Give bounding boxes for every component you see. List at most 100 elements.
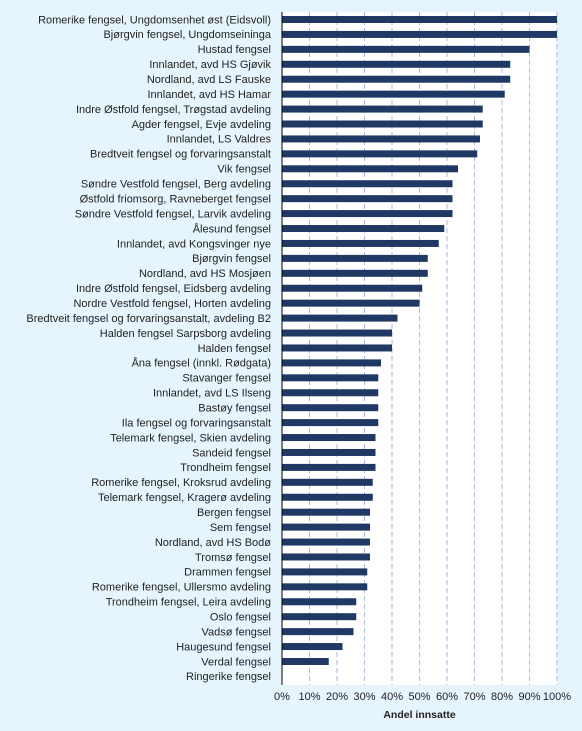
category-label: Nordland, avd LS Fauske <box>147 74 271 86</box>
x-tick-label: 60% <box>436 691 458 703</box>
category-label: Bastøy fengsel <box>198 402 271 414</box>
x-tick-label: 10% <box>298 691 320 703</box>
category-label: Drammen fengsel <box>184 567 271 579</box>
category-label: Hustad fengsel <box>198 44 271 56</box>
bar <box>282 150 478 158</box>
category-label: Romerike fengsel, Ungdomsenhet øst (Eids… <box>38 14 271 26</box>
bar <box>282 434 376 442</box>
category-label: Ila fengsel og forvaringsanstalt <box>122 417 271 429</box>
bar <box>282 613 357 621</box>
category-label: Oslo fengsel <box>210 612 271 624</box>
category-label: Vik fengsel <box>217 164 271 176</box>
bar <box>282 195 453 203</box>
bar <box>282 165 458 173</box>
bar <box>282 314 398 322</box>
category-label: Nordre Vestfold fengsel, Horten avdeling <box>73 298 271 310</box>
category-label: Innlandet, LS Valdres <box>167 134 272 146</box>
category-label: Haugesund fengsel <box>176 641 271 653</box>
bar <box>282 628 354 636</box>
category-label: Agder fengsel, Evje avdeling <box>132 119 271 131</box>
category-label: Innlandet, avd HS Gjøvik <box>149 59 271 71</box>
bar <box>282 374 379 382</box>
category-label: Ålesund fengsel <box>193 222 271 235</box>
bar <box>282 210 453 218</box>
x-tick-label: 50% <box>408 691 430 703</box>
category-label: Bjørgvin fengsel <box>192 253 271 265</box>
category-label: Vadsø fengsel <box>201 626 271 638</box>
bar <box>282 45 530 53</box>
category-label: Telemark fengsel, Kragerø avdeling <box>98 492 271 504</box>
x-tick-label: 90% <box>518 691 540 703</box>
category-label: Sandeid fengsel <box>192 447 271 459</box>
bar <box>282 598 357 606</box>
category-label: Nordland, avd HS Bodø <box>155 537 271 549</box>
bar <box>282 404 379 412</box>
x-tick-label: 80% <box>491 691 513 703</box>
bar <box>282 75 511 83</box>
bar <box>282 419 379 427</box>
bar <box>282 239 439 247</box>
category-label: Romerike fengsel, Kroksrud avdeling <box>91 477 271 489</box>
bar <box>282 344 392 352</box>
bar <box>282 90 505 98</box>
category-label: Indre Østfold fengsel, Trøgstad avdeling <box>76 104 271 116</box>
category-label: Ringerike fengsel <box>186 671 271 683</box>
bar <box>282 16 557 23</box>
bars <box>282 16 557 665</box>
category-label: Bredtveit fengsel og forvaringsanstalt, … <box>26 313 271 325</box>
category-label: Romerike fengsel, Ullersmo avdeling <box>92 582 271 594</box>
bar <box>282 583 368 591</box>
x-tick-label: 100% <box>543 691 571 703</box>
category-label: Stavanger fengsel <box>182 373 271 385</box>
x-tick-labels: 0% 10% 20% 30% 40% 50% 60% 70% 80% 90% 100% <box>274 691 571 703</box>
category-label: Tromsø fengsel <box>195 552 271 564</box>
x-tick-label: 20% <box>326 691 348 703</box>
category-label: Søndre Vestfold fengsel, Berg avdeling <box>81 179 271 191</box>
bar <box>282 60 511 68</box>
bar <box>282 180 453 188</box>
category-label: Indre Østfold fengsel, Eidsberg avdeling <box>76 283 271 295</box>
bar <box>282 225 445 233</box>
category-label: Telemark fengsel, Skien avdeling <box>110 432 271 444</box>
category-label: Åna fengsel (innkl. Rødgata) <box>132 357 271 370</box>
bar <box>282 120 483 128</box>
category-label: Bredtveit fengsel og forvaringsanstalt <box>90 149 271 161</box>
category-label: Innlandet, avd Kongsvinger nye <box>117 238 271 250</box>
category-label: Verdal fengsel <box>201 656 271 668</box>
category-label: Trondheim fengsel <box>180 462 271 474</box>
category-label: Halden fengsel Sarpsborg avdeling <box>100 328 271 340</box>
bar <box>282 523 370 531</box>
category-label: Trondheim fengsel, Leira avdeling <box>106 597 271 609</box>
bar <box>282 299 420 307</box>
bar <box>282 538 370 546</box>
bar <box>282 269 428 277</box>
category-label: Bjørgvin fengsel, Ungdomseininga <box>103 29 271 41</box>
x-tick-label: 30% <box>353 691 375 703</box>
bar <box>282 643 343 651</box>
category-label: Innlandet, avd LS Ilseng <box>153 388 271 400</box>
bar <box>282 135 480 143</box>
bar <box>282 284 423 292</box>
bar <box>282 329 392 337</box>
bar <box>282 553 370 561</box>
category-label: Bergen fengsel <box>197 507 271 519</box>
category-label: Østfold friomsorg, Ravneberget fengsel <box>80 193 271 205</box>
bar <box>282 463 376 471</box>
category-label: Nordland, avd HS Mosjøen <box>139 268 271 280</box>
x-axis-label: Andel innsatte <box>383 709 456 721</box>
bar <box>282 389 379 397</box>
bar <box>282 568 368 576</box>
bar <box>282 657 329 665</box>
category-label: Søndre Vestfold fengsel, Larvik avdeling <box>75 208 271 220</box>
bar <box>282 493 373 501</box>
category-label: Halden fengsel <box>198 343 271 355</box>
x-tick-label: 40% <box>381 691 403 703</box>
bar <box>282 30 557 38</box>
category-label: Innlandet, avd HS Hamar <box>147 89 271 101</box>
category-labels: Romerike fengsel, Ungdomsenhet øst (Eids… <box>26 14 271 683</box>
bar <box>282 254 428 262</box>
bar <box>282 508 370 516</box>
x-tick-label: 70% <box>463 691 485 703</box>
